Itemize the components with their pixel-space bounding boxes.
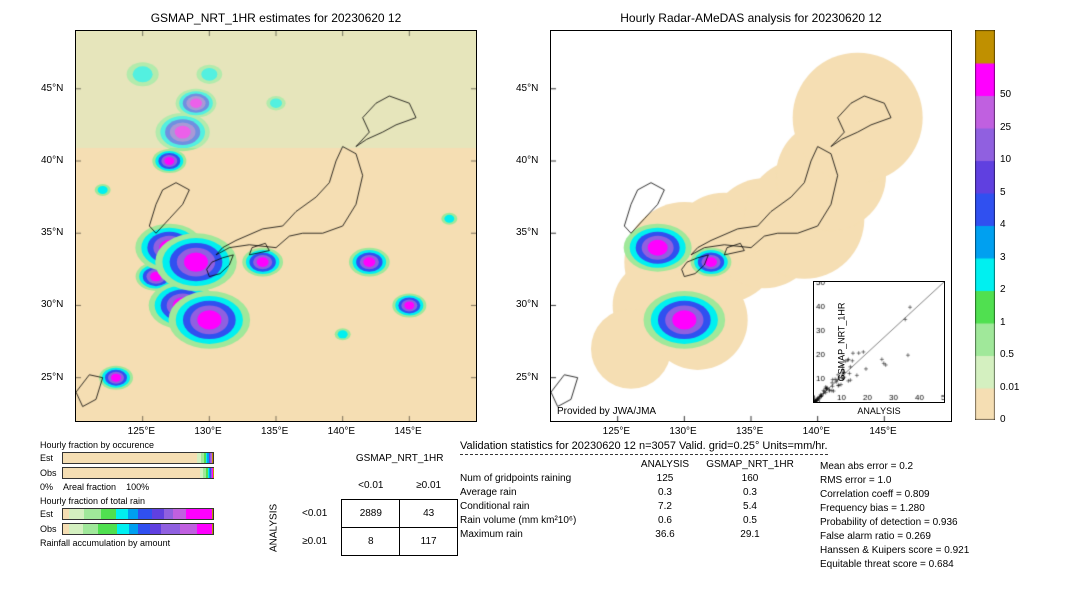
hourly-tot-title: Hourly fraction of total rain [40, 496, 230, 506]
ytick: 25°N [41, 372, 63, 383]
validation-stats: Validation statistics for 20230620 12 n=… [460, 440, 828, 543]
bar-tot-est [62, 508, 214, 520]
hourly-occ-title: Hourly fraction by occurence [40, 440, 230, 450]
val-row: Maximum rain36.629.1 [460, 529, 828, 540]
colorbar-canvas [975, 30, 995, 420]
hourly-bars: Hourly fraction by occurence Est Obs 0% … [40, 440, 230, 550]
ytick: 25°N [516, 372, 538, 383]
ytick: 30°N [41, 299, 63, 310]
cont-10: 8 [342, 528, 400, 556]
cb-tick: 50 [1000, 89, 1011, 100]
bar-occ-est [62, 452, 214, 464]
map-radar: Hourly Radar-AMeDAS analysis for 2023062… [550, 30, 952, 422]
scatter-xlabel: ANALYSIS [814, 406, 944, 416]
val-metric: Frequency bias = 1.280 [820, 503, 969, 514]
map-gsmap-canvas [76, 31, 476, 421]
ytick: 35°N [516, 227, 538, 238]
ytick: 30°N [516, 299, 538, 310]
map-radar-title: Hourly Radar-AMeDAS analysis for 2023062… [551, 11, 951, 25]
cb-tick: 1 [1000, 317, 1006, 328]
val-title: Validation statistics for 20230620 12 n=… [460, 440, 828, 455]
attribution: Provided by JWA/JMA [557, 406, 656, 417]
bar-axis-mid: Areal fraction [63, 482, 116, 492]
xtick: 130°E [194, 426, 221, 437]
bar-est-label2: Est [40, 509, 62, 519]
scatter-ylabel: GSMAP_NRT_1HR [836, 303, 846, 382]
val-metric: Mean abs error = 0.2 [820, 461, 969, 472]
cb-tick: 2 [1000, 284, 1006, 295]
cont-colh: GSMAP_NRT_1HR [342, 445, 458, 472]
xtick: 125°E [603, 426, 630, 437]
bar-est-label: Est [40, 453, 62, 463]
val-row: Rain volume (mm km²10⁶)0.60.5 [460, 515, 828, 526]
cont-c0: <0.01 [342, 472, 400, 500]
colorbar: 00.010.512345102550 [975, 30, 995, 420]
contingency-table: GSMAP_NRT_1HR <0.01≥0.01 ANALYSIS<0.0128… [260, 445, 458, 556]
cont-00: 2889 [342, 500, 400, 528]
bar-tot-obs [62, 523, 214, 535]
bar-axis-0: 0% [40, 482, 53, 492]
cb-tick: 3 [1000, 252, 1006, 263]
cb-tick: 5 [1000, 187, 1006, 198]
cb-tick: 0 [1000, 414, 1006, 425]
cb-tick: 0.5 [1000, 349, 1014, 360]
validation-metrics: Mean abs error = 0.2 RMS error = 1.0 Corre… [820, 458, 969, 573]
xtick: 140°E [803, 426, 830, 437]
val-col1: ANALYSIS [630, 459, 700, 470]
bar-obs-label2: Obs [40, 524, 62, 534]
bar-occ-obs [62, 467, 214, 479]
ytick: 45°N [516, 83, 538, 94]
ytick: 35°N [41, 227, 63, 238]
val-col2: GSMAP_NRT_1HR [700, 459, 800, 470]
hourly-acc-title: Rainfall accumulation by amount [40, 538, 230, 548]
bar-obs-label: Obs [40, 468, 62, 478]
bar-axis-100: 100% [126, 482, 149, 492]
val-row: Average rain0.30.3 [460, 487, 828, 498]
map-gsmap-title: GSMAP_NRT_1HR estimates for 20230620 12 [76, 11, 476, 25]
xtick: 130°E [669, 426, 696, 437]
cont-r0: <0.01 [288, 500, 342, 528]
val-row: Num of gridpoints raining125160 [460, 473, 828, 484]
cont-rowh: ANALYSIS [260, 500, 288, 556]
cont-c1: ≥0.01 [400, 472, 458, 500]
cb-tick: 0.01 [1000, 382, 1019, 393]
cb-tick: 25 [1000, 122, 1011, 133]
val-metric: Hanssen & Kuipers score = 0.921 [820, 545, 969, 556]
ytick: 40°N [41, 155, 63, 166]
val-metric: Correlation coeff = 0.809 [820, 489, 969, 500]
cont-11: 117 [400, 528, 458, 556]
val-metric: False alarm ratio = 0.269 [820, 531, 969, 542]
scatter-canvas [814, 282, 944, 402]
xtick: 135°E [736, 426, 763, 437]
cb-tick: 10 [1000, 154, 1011, 165]
cont-r1: ≥0.01 [288, 528, 342, 556]
xtick: 145°E [394, 426, 421, 437]
map-gsmap: GSMAP_NRT_1HR estimates for 20230620 12 … [75, 30, 477, 422]
cb-tick: 4 [1000, 219, 1006, 230]
xtick: 135°E [261, 426, 288, 437]
val-metric: Probability of detection = 0.936 [820, 517, 969, 528]
ytick: 40°N [516, 155, 538, 166]
xtick: 145°E [869, 426, 896, 437]
xtick: 125°E [128, 426, 155, 437]
val-row: Conditional rain7.25.4 [460, 501, 828, 512]
ytick: 45°N [41, 83, 63, 94]
cont-01: 43 [400, 500, 458, 528]
val-metric: RMS error = 1.0 [820, 475, 969, 486]
scatter-inset: ANALYSIS GSMAP_NRT_1HR [813, 281, 945, 403]
xtick: 140°E [328, 426, 355, 437]
val-metric: Equitable threat score = 0.684 [820, 559, 969, 570]
